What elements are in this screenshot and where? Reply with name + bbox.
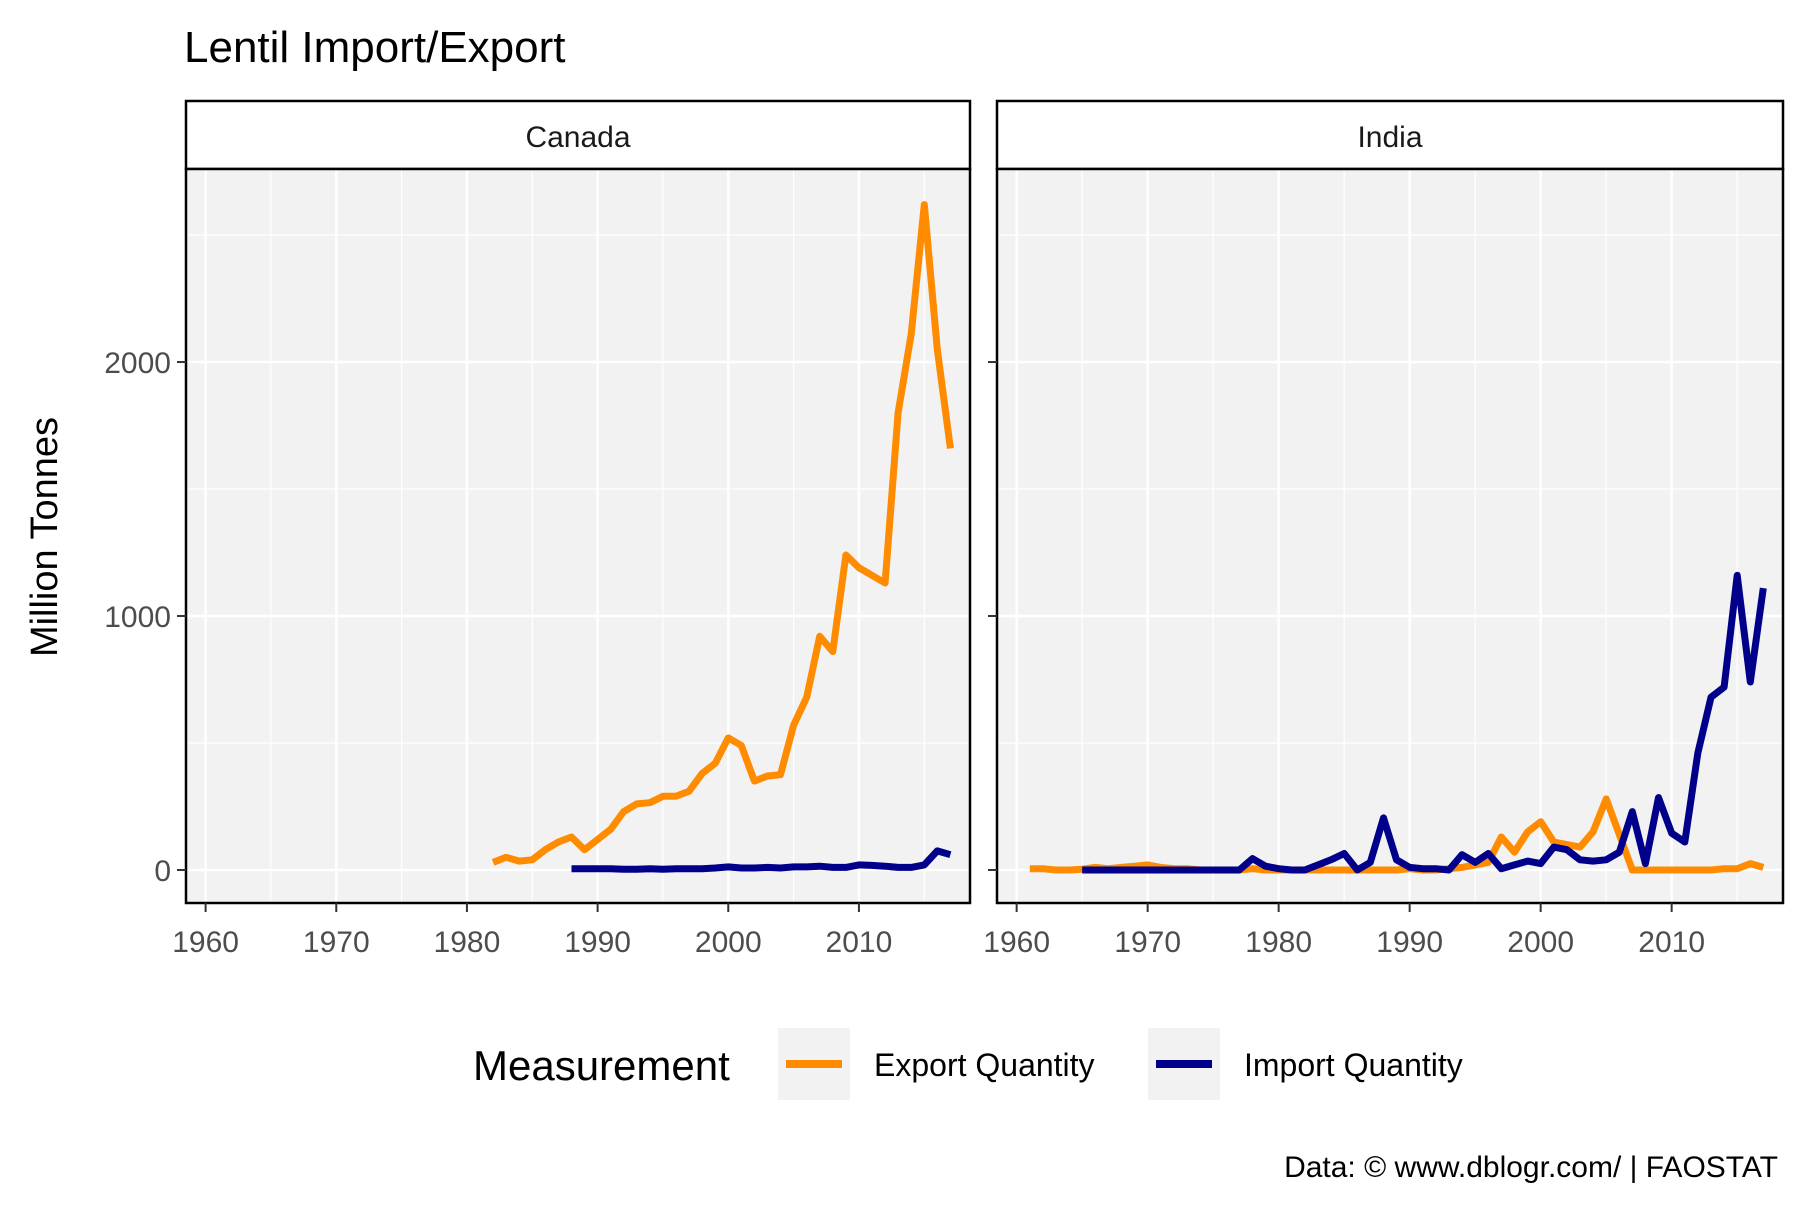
legend-label: Export Quantity: [874, 1047, 1095, 1083]
y-tick-label: 0: [154, 855, 171, 888]
y-tick-label: 1000: [104, 601, 171, 634]
chart-title: Lentil Import/Export: [184, 23, 566, 72]
legend-title: Measurement: [473, 1042, 730, 1089]
x-tick-label: 1970: [303, 926, 370, 959]
series-line-export-quantity: [1029, 795, 1765, 874]
panel-border: [184, 167, 972, 905]
panel-background: [186, 169, 970, 903]
x-tick-label: 1990: [564, 926, 631, 959]
x-tick-label: 1980: [1245, 926, 1312, 959]
y-tick-label: 2000: [104, 347, 171, 380]
y-axis-label: Million Tonnes: [24, 417, 66, 657]
panel-border: [995, 167, 1785, 905]
caption: Data: © www.dblogr.com/ | FAOSTAT: [1284, 1151, 1778, 1184]
legend-label: Import Quantity: [1244, 1047, 1463, 1083]
series-line-import-quantity: [1082, 571, 1767, 874]
x-tick-label: 1970: [1114, 926, 1181, 959]
x-tick-label: 1960: [983, 926, 1050, 959]
facet-strip-label: India: [1357, 121, 1422, 154]
facet-strip: [995, 99, 1785, 171]
x-tick-label: 1980: [434, 926, 501, 959]
facet-strip-label: Canada: [525, 121, 630, 154]
panel-background: [997, 169, 1783, 903]
facet-panel-canada: Canada 1960 1970 1980 1990 2000 2010 0 1000 2000: [104, 99, 972, 959]
x-tick-label: 1960: [172, 926, 239, 959]
x-tick-label: 2000: [1507, 926, 1574, 959]
facet-strip: [184, 99, 972, 171]
x-tick-label: 2000: [695, 926, 762, 959]
series-line-import-quantity: [571, 847, 952, 873]
x-tick-label: 2010: [1638, 926, 1705, 959]
x-tick-label: 1990: [1376, 926, 1443, 959]
series-line-export-quantity: [491, 201, 954, 866]
x-tick-label: 2010: [826, 926, 893, 959]
legend: Measurement Export Quantity Import Quantit…: [473, 1028, 1463, 1100]
facet-panel-india: India 1960 1970 1980 1990 2000 2010: [983, 99, 1785, 959]
